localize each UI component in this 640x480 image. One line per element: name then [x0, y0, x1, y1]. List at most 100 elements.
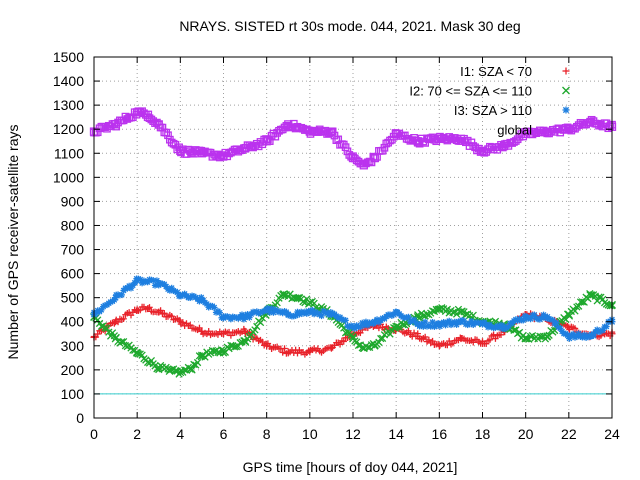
- y-tick-label: 900: [61, 193, 85, 209]
- trace-point: [119, 338, 128, 346]
- trace-point: [573, 303, 581, 311]
- trace-point: [175, 370, 183, 378]
- chart-title: NRAYS. SISTED rt 30s mode. 044, 2021. Ma…: [179, 18, 520, 34]
- trace-point: [168, 312, 175, 320]
- trace-point: [354, 341, 363, 350]
- trace-point: [341, 143, 350, 152]
- trace-point: [196, 324, 203, 332]
- series-i1-sza-70: [90, 303, 616, 358]
- trace-point: [258, 314, 267, 322]
- trace-point: [259, 338, 266, 346]
- trace-point: [452, 310, 461, 318]
- trace-point: [157, 307, 164, 314]
- trace-point: [444, 341, 451, 349]
- trace-point: [242, 338, 250, 347]
- y-tick-label: 400: [61, 314, 85, 330]
- trace-point: [143, 358, 152, 367]
- trace-point: [129, 346, 137, 354]
- trace-point: [120, 315, 127, 323]
- trace-point: [336, 341, 344, 348]
- trace-point: [205, 328, 212, 335]
- x-axis-label: GPS time [hours of doy 044, 2021]: [243, 459, 458, 475]
- x-tick-label: 0: [90, 426, 98, 442]
- trace-point: [342, 317, 349, 324]
- trace-point: [251, 326, 259, 334]
- legend-marker: [562, 67, 570, 75]
- y-tick-label: 600: [61, 266, 85, 282]
- legend-label: global: [497, 123, 532, 138]
- y-tick-label: 1200: [53, 121, 84, 137]
- trace-point: [571, 325, 579, 332]
- y-tick-label: 200: [61, 362, 85, 378]
- trace-point: [523, 335, 531, 343]
- x-tick-label: 20: [518, 426, 534, 442]
- y-tick-labels: 0 100 200 300 400 500 600 700 800 900 1000 1100 1200…: [53, 49, 84, 426]
- x-tick-label: 8: [263, 426, 271, 442]
- trace-point: [103, 324, 111, 333]
- x-tick-label: 18: [475, 426, 491, 442]
- trace-point: [538, 333, 546, 341]
- trace-point: [410, 329, 418, 337]
- trace-point: [112, 333, 120, 342]
- trace-point: [164, 131, 172, 140]
- series-global: [89, 107, 617, 170]
- legend-marker: [562, 86, 570, 95]
- trace-point: [188, 366, 196, 374]
- legend-label: I3: SZA > 110: [454, 103, 532, 118]
- y-tick-label: 1000: [53, 169, 84, 185]
- trace-point: [449, 308, 457, 317]
- series-i3-sza-110: [90, 275, 616, 342]
- trace-point: [415, 314, 424, 322]
- legend-label: I2: 70 <= SZA <= 110: [409, 84, 532, 99]
- trace-point: [595, 293, 603, 301]
- legend: I1: SZA < 70 I2: 70 <= SZA <= 110 I3: SZA …: [409, 64, 570, 138]
- trace-point: [240, 325, 248, 333]
- trace-point: [281, 345, 288, 352]
- trace-point: [265, 137, 274, 145]
- x-tick-label: 24: [604, 426, 620, 442]
- trace-point: [111, 320, 118, 327]
- y-tick-label: 1100: [54, 145, 84, 161]
- trace-point: [571, 307, 579, 315]
- trace-point: [219, 349, 228, 357]
- trace-point: [138, 351, 146, 359]
- trace-point: [279, 349, 286, 356]
- x-tick-label: 16: [432, 426, 448, 442]
- x-tick-label: 14: [388, 426, 404, 442]
- y-tick-label: 800: [61, 217, 85, 233]
- grid: [94, 57, 612, 418]
- trace-point: [227, 341, 235, 350]
- y-tick-label: 300: [61, 338, 85, 354]
- trace-point: [419, 312, 427, 320]
- x-tick-label: 4: [176, 426, 184, 442]
- trace-point: [328, 127, 337, 136]
- legend-marker: [562, 106, 570, 114]
- trace-point: [497, 331, 505, 339]
- series-layer: [89, 107, 617, 378]
- trace-point: [602, 300, 611, 308]
- x-tick-labels: 0 2 4 6 8 10 12 14 16 18 20 22 24: [90, 426, 620, 442]
- trace-point: [469, 311, 477, 319]
- trace-point: [236, 339, 244, 347]
- y-tick-label: 1400: [53, 73, 84, 89]
- trace-point: [310, 299, 318, 307]
- trace-point: [111, 296, 118, 304]
- trace-point: [414, 330, 421, 337]
- trace-point: [578, 298, 587, 306]
- trace-point: [273, 299, 281, 307]
- y-tick-label: 1300: [53, 97, 84, 113]
- trace-point: [179, 319, 186, 326]
- y-tick-label: 1500: [53, 49, 84, 65]
- y-tick-label: 500: [61, 290, 85, 306]
- trace-point: [186, 365, 194, 373]
- trace-point: [386, 330, 394, 338]
- trace-point: [216, 309, 223, 316]
- trace-point: [378, 334, 387, 342]
- trace-point: [421, 333, 429, 341]
- trace-point: [190, 360, 198, 369]
- trace-point: [429, 337, 436, 345]
- trace-point: [256, 318, 265, 327]
- trace-point: [175, 316, 183, 324]
- trace-point: [395, 323, 403, 331]
